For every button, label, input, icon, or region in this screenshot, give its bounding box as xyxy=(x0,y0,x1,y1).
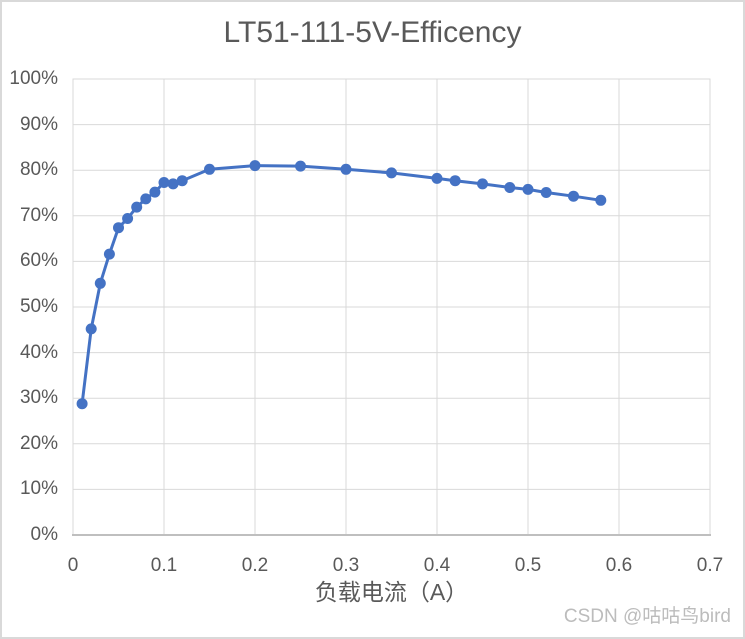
y-tick-label: 50% xyxy=(19,296,58,317)
y-tick-label: 10% xyxy=(19,478,58,500)
x-tick-label: 0.5 xyxy=(514,555,542,576)
data-point-marker xyxy=(477,178,488,190)
x-tick-label: 0.6 xyxy=(605,555,633,576)
y-tick-label: 60% xyxy=(19,250,58,272)
x-tick-label: 0 xyxy=(67,555,79,576)
data-point-marker xyxy=(249,160,261,172)
data-point-marker xyxy=(85,323,97,335)
data-point-marker xyxy=(122,213,134,224)
y-tick-label: 20% xyxy=(19,432,58,454)
x-tick-label: 0.7 xyxy=(696,555,724,576)
chart-title: LT51-111-5V-Efficency xyxy=(223,16,522,49)
data-point-marker xyxy=(386,167,397,179)
data-point-marker xyxy=(295,160,306,172)
data-point-marker xyxy=(140,193,152,205)
data-point-marker xyxy=(540,187,552,198)
data-point-marker xyxy=(504,182,516,193)
data-point-marker xyxy=(568,190,579,202)
data-point-marker xyxy=(340,163,352,175)
efficiency-series-line xyxy=(80,164,603,406)
y-tick-label: 100% xyxy=(9,68,58,89)
data-point-marker xyxy=(149,186,161,198)
y-tick-label: 30% xyxy=(19,387,58,409)
data-point-marker xyxy=(204,163,215,175)
data-point-marker xyxy=(522,183,534,195)
y-tick-label: 40% xyxy=(19,341,58,363)
y-tick-label: 90% xyxy=(19,113,58,135)
data-point-marker xyxy=(113,222,124,234)
data-point-marker xyxy=(431,172,443,184)
x-axis-title: 负载电流（A） xyxy=(314,579,469,605)
data-point-marker xyxy=(449,175,461,187)
data-point-marker xyxy=(595,194,607,206)
data-point-marker xyxy=(158,177,170,188)
x-tick-label: 0.1 xyxy=(150,555,178,576)
x-tick-label: 0.4 xyxy=(423,555,451,576)
data-point-marker xyxy=(103,248,115,260)
data-point-marker xyxy=(131,201,143,213)
x-tick-label: 0.3 xyxy=(332,555,360,576)
x-tick-label: 0.2 xyxy=(241,555,269,576)
y-tick-label: 0% xyxy=(30,524,58,545)
data-point-marker xyxy=(167,178,179,190)
watermark: CSDN @咕咕鸟bird xyxy=(563,606,731,627)
data-point-marker xyxy=(176,175,188,187)
data-point-marker xyxy=(94,277,106,289)
data-point-marker xyxy=(76,398,88,410)
y-tick-label: 70% xyxy=(19,204,58,226)
y-tick-label: 80% xyxy=(19,159,58,181)
